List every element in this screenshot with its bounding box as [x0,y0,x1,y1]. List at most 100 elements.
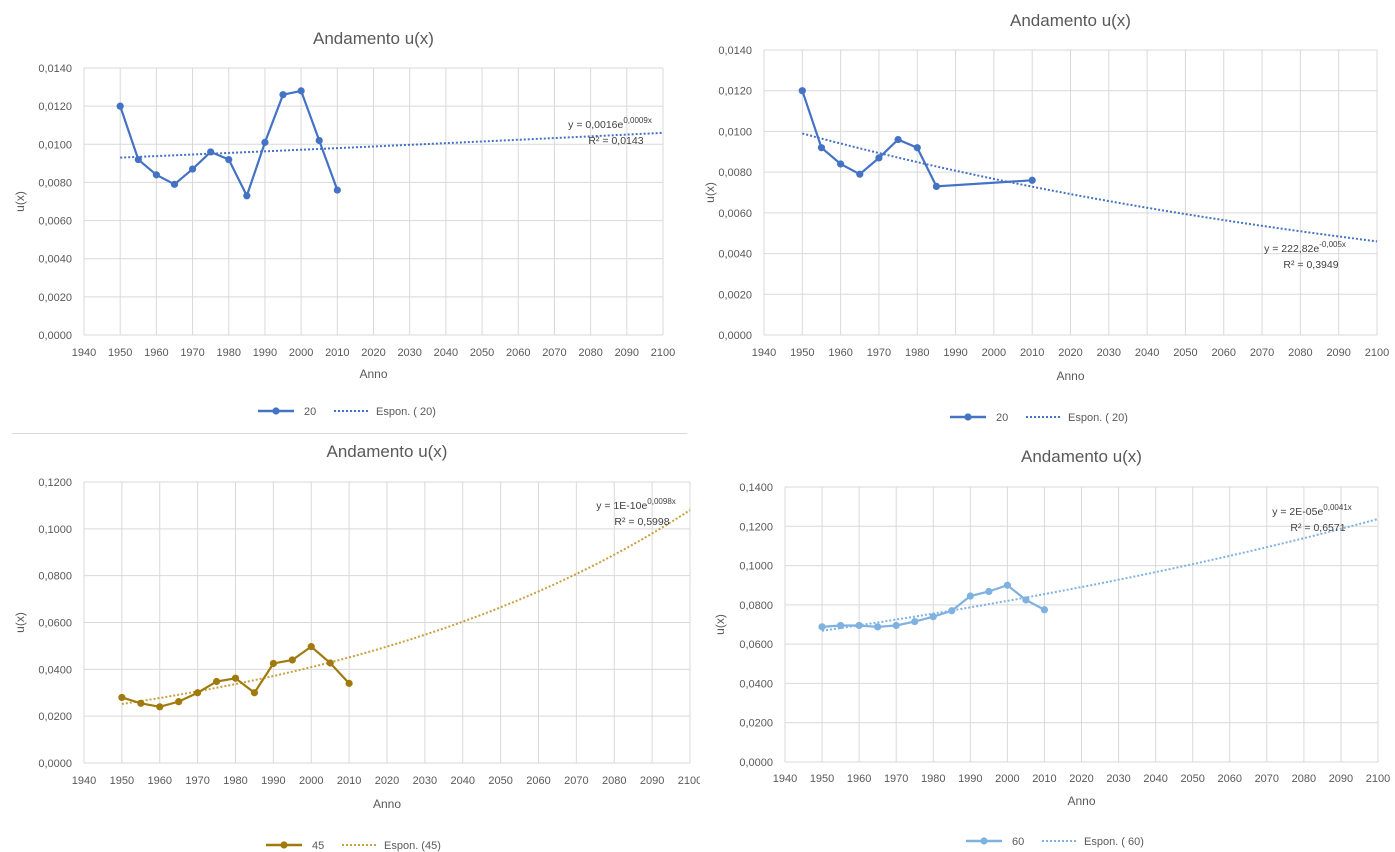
x-tick-label: 2030 [413,775,437,787]
y-tick-label: 0,0020 [718,289,752,301]
data-point [152,171,160,179]
x-tick-label: 1960 [847,773,871,785]
data-point [948,607,956,615]
trendline-equation: y = 1E-10e0,0098x [596,497,676,512]
y-tick-label: 0,1000 [739,561,773,573]
x-tick-label: 2010 [1020,347,1044,359]
legend: 60 Espon. ( 60) [966,836,1144,848]
data-point [913,144,921,152]
y-tick-label: 0,0120 [718,86,752,98]
data-point [856,170,864,178]
data-point [837,160,845,168]
y-tick-label: 0,1000 [38,524,72,536]
x-tick-label: 2030 [1097,347,1121,359]
x-tick-label: 2070 [542,347,566,359]
y-tick-label: 0,0400 [38,664,72,676]
x-tick-label: 1940 [773,773,797,785]
y-tick-label: 0,0600 [38,618,72,630]
y-tick-label: 0,0000 [739,757,773,769]
y-tick-label: 0,0060 [38,216,72,228]
x-tick-label: 2060 [1212,347,1236,359]
x-tick-label: 1980 [921,773,945,785]
x-tick-label: 1980 [223,775,247,787]
trendline-r2: R² = 0,5998 [614,516,669,528]
trendline-r2: R² = 0,3949 [1283,259,1338,271]
y-tick-label: 0,0080 [38,177,72,189]
data-point [188,165,197,173]
chart-20-full: Andamento u(x) 0,0000 0,0020 0,0040 0,0060 0,… [0,0,690,430]
y-tick-label: 0,0000 [38,330,72,342]
legend-trend-label: Espon. ( 20) [1068,412,1128,424]
x-tick-label: 2050 [488,775,512,787]
x-tick-label: 2100 [1366,773,1390,785]
data-point [212,677,221,686]
x-tick-label: 1970 [185,775,209,787]
x-axis-label: Anno [373,797,401,811]
y-tick-label: 0,1200 [38,477,72,489]
legend-marker [280,841,288,849]
data-point [207,148,215,156]
legend-marker [980,837,988,845]
y-tick-label: 0,0800 [739,600,773,612]
y-tick-label: 0,0100 [718,126,752,138]
y-tick-label: 0,0200 [739,718,773,730]
data-point [175,698,183,706]
data-point [817,144,826,152]
data-point [243,192,251,200]
x-tick-label: 2100 [651,347,675,359]
x-tick-label: 2060 [526,775,550,787]
x-tick-label: 2000 [995,773,1019,785]
y-tick-label: 0,0200 [38,711,72,723]
chart-60: Andamento u(x) 0,0000 0,0200 0,0400 0,0600 0,… [700,432,1395,852]
x-tick-label: 1950 [108,347,132,359]
data-point [875,154,883,162]
x-tick-label: 2040 [451,775,475,787]
legend: 20 Espon. ( 20) [950,412,1128,424]
x-tick-label: 1960 [148,775,172,787]
trendline-r2: R² = 0,6571 [1290,522,1345,534]
x-tick-label: 2080 [1288,347,1312,359]
data-point [892,621,900,630]
y-tick-label: 0,0000 [38,758,72,770]
trendline [121,509,691,705]
x-tick-label: 1940 [72,775,96,787]
divider [12,433,687,434]
data-point [798,87,806,95]
data-point [855,621,863,630]
legend-series-label: 45 [312,840,324,852]
trendline [821,518,1379,632]
chart-svg: Andamento u(x) 0,0000 0,0200 0,0400 0,0600 0,… [13,442,700,852]
x-tick-label: 2090 [1326,347,1350,359]
data-point [225,155,233,164]
data-point [297,87,305,95]
data-point [137,699,145,707]
trendline-r2: R² = 0,0143 [588,135,643,147]
data-point [156,703,164,711]
x-tick-label: 1940 [72,347,96,359]
x-tick-label: 2090 [640,775,664,787]
x-tick-label: 2010 [1032,773,1056,785]
data-point [231,674,240,682]
trendline [120,131,664,159]
x-tick-label: 2030 [397,347,421,359]
x-tick-label: 2050 [470,347,494,359]
legend-series-label: 60 [1012,836,1024,848]
x-tick-label: 2060 [506,347,530,359]
y-tick-label: 0,0140 [38,63,72,75]
x-tick-label: 2000 [289,347,313,359]
trendline-equation: y = 2E-05e0,0041x [1272,503,1352,518]
x-tick-label: 1960 [144,347,168,359]
x-tick-label: 2050 [1173,347,1197,359]
chart-svg: Andamento u(x) 0,0000 0,0020 0,0040 0,0060 0,… [703,11,1389,424]
x-tick-label: 2020 [375,775,399,787]
x-tick-label: 2100 [678,775,700,787]
data-point [932,182,941,190]
chart-title: Andamento u(x) [327,442,448,461]
data-point [170,180,179,188]
legend-marker [272,407,280,415]
x-tick-label: 1990 [958,773,982,785]
x-tick-label: 2070 [564,775,588,787]
y-tick-label: 0,0120 [38,101,72,113]
data-point [307,643,315,651]
x-tick-label: 1960 [828,347,852,359]
